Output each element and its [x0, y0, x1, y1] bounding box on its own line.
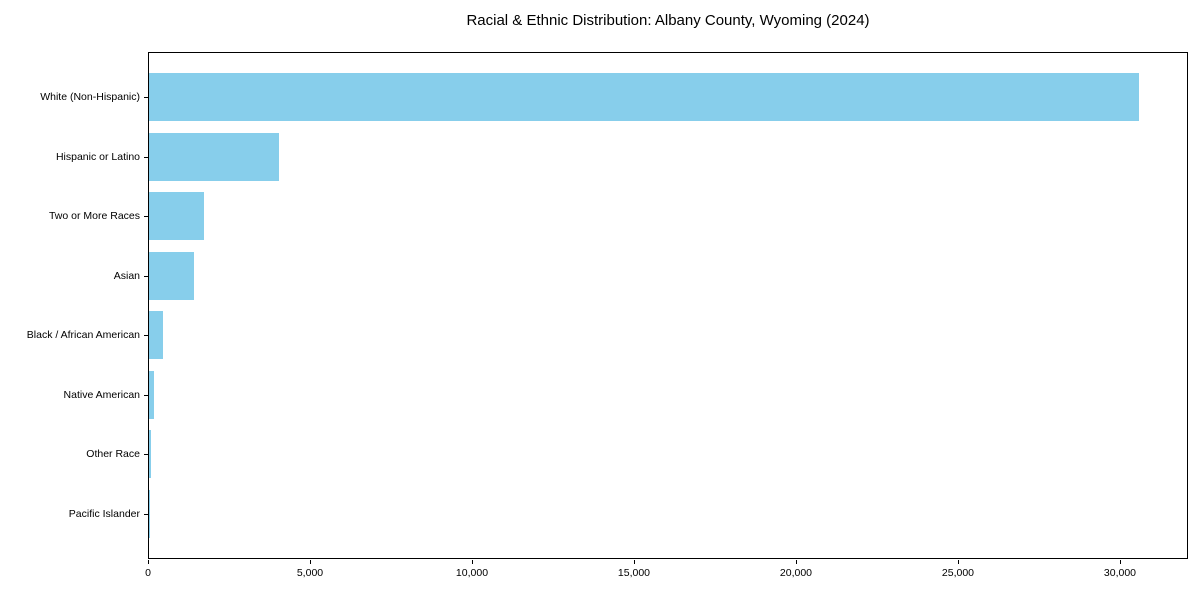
y-axis-label-pacific-islander: Pacific Islander: [68, 507, 140, 520]
x-tick-mark: [633, 560, 635, 564]
x-tick-mark: [795, 560, 797, 564]
x-axis-label-30-000: 30,000: [1103, 567, 1137, 579]
y-axis-label-native-american: Native American: [63, 388, 140, 401]
y-axis-label-hispanic-or-latino: Hispanic or Latino: [55, 150, 140, 163]
x-axis-label-25-000: 25,000: [941, 567, 975, 579]
x-tick-mark: [471, 560, 473, 564]
plot-area: [148, 52, 1188, 559]
bar-native-american: [149, 370, 154, 419]
x-tick-mark: [309, 560, 311, 564]
y-axis-label-white-non-hispanic: White (Non-Hispanic): [40, 91, 140, 104]
y-tick-mark: [144, 156, 148, 158]
chart-title: Racial & Ethnic Distribution: Albany Cou…: [466, 12, 870, 29]
x-axis-label-5-000: 5,000: [296, 567, 324, 579]
x-axis-label-0: 0: [145, 567, 151, 579]
y-tick-mark: [144, 454, 148, 456]
x-tick-mark: [957, 560, 959, 564]
bar-pacific-islander: [149, 489, 150, 538]
y-tick-mark: [144, 513, 148, 515]
bar-asian: [149, 251, 194, 300]
y-axis-label-asian: Asian: [113, 269, 140, 282]
bar-hispanic-or-latino: [149, 132, 280, 181]
bar-black-african-american: [149, 311, 163, 360]
x-axis-label-10-000: 10,000: [455, 567, 489, 579]
y-axis-label-black-african-american: Black / African American: [26, 329, 140, 342]
x-tick-mark: [1119, 560, 1121, 564]
y-tick-mark: [144, 97, 148, 99]
x-axis-label-15-000: 15,000: [617, 567, 651, 579]
y-tick-mark: [144, 335, 148, 337]
x-axis-label-20-000: 20,000: [779, 567, 813, 579]
bar-white-non-hispanic: [149, 73, 1140, 122]
y-tick-mark: [144, 394, 148, 396]
y-axis-label-two-or-more-races: Two or More Races: [48, 210, 140, 223]
x-tick-mark: [148, 560, 149, 564]
bar-two-or-more-races: [149, 192, 205, 241]
y-tick-mark: [144, 216, 148, 218]
bar-other-race: [149, 430, 151, 479]
y-axis-label-other-race: Other Race: [86, 448, 140, 461]
y-tick-mark: [144, 275, 148, 277]
